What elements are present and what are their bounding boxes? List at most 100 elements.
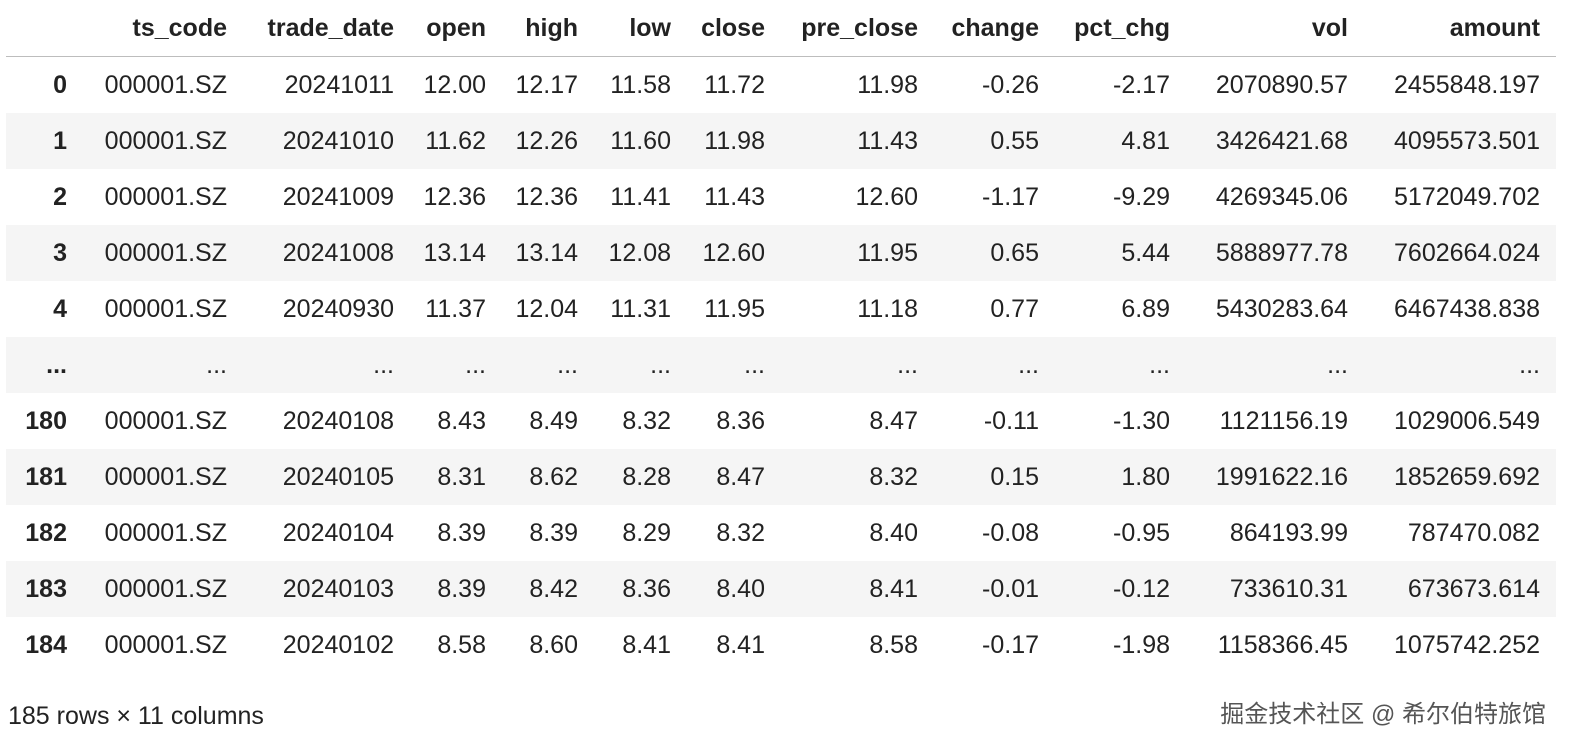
- row-index: 182: [25, 519, 67, 547]
- table-cell: 1991622.16: [1215, 463, 1348, 491]
- table-cell: 8.60: [529, 631, 578, 659]
- table-cell: 3426421.68: [1215, 127, 1348, 155]
- column-header: open: [426, 14, 486, 42]
- table-cell: 20240102: [282, 631, 394, 659]
- table-cell: ...: [1018, 351, 1039, 379]
- table-cell: 8.32: [622, 407, 671, 435]
- table-cell: 0.77: [990, 295, 1039, 323]
- header-rule: [6, 56, 1556, 57]
- table-cell: -0.17: [982, 631, 1039, 659]
- table-cell: 8.41: [716, 631, 765, 659]
- table-cell: -0.95: [1113, 519, 1170, 547]
- table-cell: 1.80: [1121, 463, 1170, 491]
- table-cell: 8.39: [437, 519, 486, 547]
- table-cell: 12.04: [515, 295, 578, 323]
- table-cell: 8.40: [869, 519, 918, 547]
- table-cell: 000001.SZ: [104, 519, 227, 547]
- table-cell: 8.39: [529, 519, 578, 547]
- table-cell: -0.08: [982, 519, 1039, 547]
- row-index: 2: [53, 183, 67, 211]
- table-cell: 11.18: [857, 295, 918, 323]
- table-cell: 6467438.838: [1394, 295, 1540, 323]
- table-cell: 8.39: [437, 575, 486, 603]
- table-cell: 12.00: [423, 71, 486, 99]
- table-cell: 8.28: [622, 463, 671, 491]
- table-cell: 000001.SZ: [104, 127, 227, 155]
- table-cell: 5172049.702: [1394, 183, 1540, 211]
- table-cell: 2455848.197: [1394, 71, 1540, 99]
- table-cell: 8.58: [437, 631, 486, 659]
- table-cell: 13.14: [423, 239, 486, 267]
- table-cell: 12.17: [515, 71, 578, 99]
- column-header: trade_date: [267, 14, 394, 42]
- column-header: pre_close: [801, 14, 918, 42]
- table-cell: 8.49: [529, 407, 578, 435]
- table-cell: 000001.SZ: [104, 407, 227, 435]
- table-cell: 8.32: [869, 463, 918, 491]
- table-cell: 8.42: [529, 575, 578, 603]
- table-cell: 12.60: [855, 183, 918, 211]
- table-cell: -1.17: [982, 183, 1039, 211]
- table-cell: ...: [1149, 351, 1170, 379]
- row-index: 0: [53, 71, 67, 99]
- table-cell: 8.47: [716, 463, 765, 491]
- table-cell: -0.01: [982, 575, 1039, 603]
- table-cell: 11.98: [704, 127, 765, 155]
- table-cell: ...: [1519, 351, 1540, 379]
- table-cell: 11.43: [857, 127, 918, 155]
- table-cell: 5888977.78: [1215, 239, 1348, 267]
- row-stripe: [6, 561, 1556, 617]
- table-cell: 5430283.64: [1215, 295, 1348, 323]
- table-cell: 8.40: [716, 575, 765, 603]
- table-cell: -1.30: [1113, 407, 1170, 435]
- table-cell: 000001.SZ: [104, 183, 227, 211]
- table-cell: 11.60: [610, 127, 671, 155]
- row-index: 183: [25, 575, 67, 603]
- table-cell: 12.36: [423, 183, 486, 211]
- table-cell: ...: [206, 351, 227, 379]
- table-cell: 8.31: [437, 463, 486, 491]
- table-cell: 20241008: [282, 239, 394, 267]
- table-cell: 11.72: [704, 71, 765, 99]
- table-cell: 12.36: [515, 183, 578, 211]
- watermark: 掘金技术社区 @ 希尔伯特旅馆: [1220, 701, 1546, 728]
- table-cell: 864193.99: [1229, 519, 1348, 547]
- table-cell: 000001.SZ: [104, 463, 227, 491]
- column-header: close: [701, 14, 765, 42]
- table-cell: 673673.614: [1407, 575, 1540, 603]
- table-cell: 000001.SZ: [104, 295, 227, 323]
- table-cell: 1075742.252: [1394, 631, 1540, 659]
- table-cell: 11.58: [610, 71, 671, 99]
- table-cell: 11.62: [425, 127, 486, 155]
- table-cell: 6.89: [1121, 295, 1170, 323]
- table-cell: 8.36: [622, 575, 671, 603]
- table-cell: 4269345.06: [1215, 183, 1348, 211]
- row-index: ...: [46, 351, 67, 379]
- row-stripe: [6, 113, 1556, 169]
- table-cell: 11.37: [425, 295, 486, 323]
- table-cell: 7602664.024: [1394, 239, 1540, 267]
- table-cell: 787470.082: [1407, 519, 1540, 547]
- table-cell: 20241010: [282, 127, 394, 155]
- table-cell: ...: [650, 351, 671, 379]
- table-cell: 000001.SZ: [104, 575, 227, 603]
- table-cell: 8.41: [869, 575, 918, 603]
- table-cell: 000001.SZ: [104, 71, 227, 99]
- table-cell: 1029006.549: [1394, 407, 1540, 435]
- table-cell: 12.26: [515, 127, 578, 155]
- table-cell: 4095573.501: [1394, 127, 1540, 155]
- table-cell: 11.41: [610, 183, 671, 211]
- table-cell: 733610.31: [1229, 575, 1348, 603]
- table-cell: -0.11: [983, 407, 1039, 435]
- column-header: amount: [1449, 14, 1540, 42]
- table-cell: 0.65: [990, 239, 1039, 267]
- table-cell: 2070890.57: [1215, 71, 1348, 99]
- table-cell: ...: [744, 351, 765, 379]
- column-header: low: [629, 14, 671, 42]
- table-cell: 8.43: [437, 407, 486, 435]
- table-cell: ...: [897, 351, 918, 379]
- table-cell: 12.60: [702, 239, 765, 267]
- table-cell: 8.29: [622, 519, 671, 547]
- table-cell: -0.12: [1113, 575, 1170, 603]
- table-cell: 20240930: [282, 295, 394, 323]
